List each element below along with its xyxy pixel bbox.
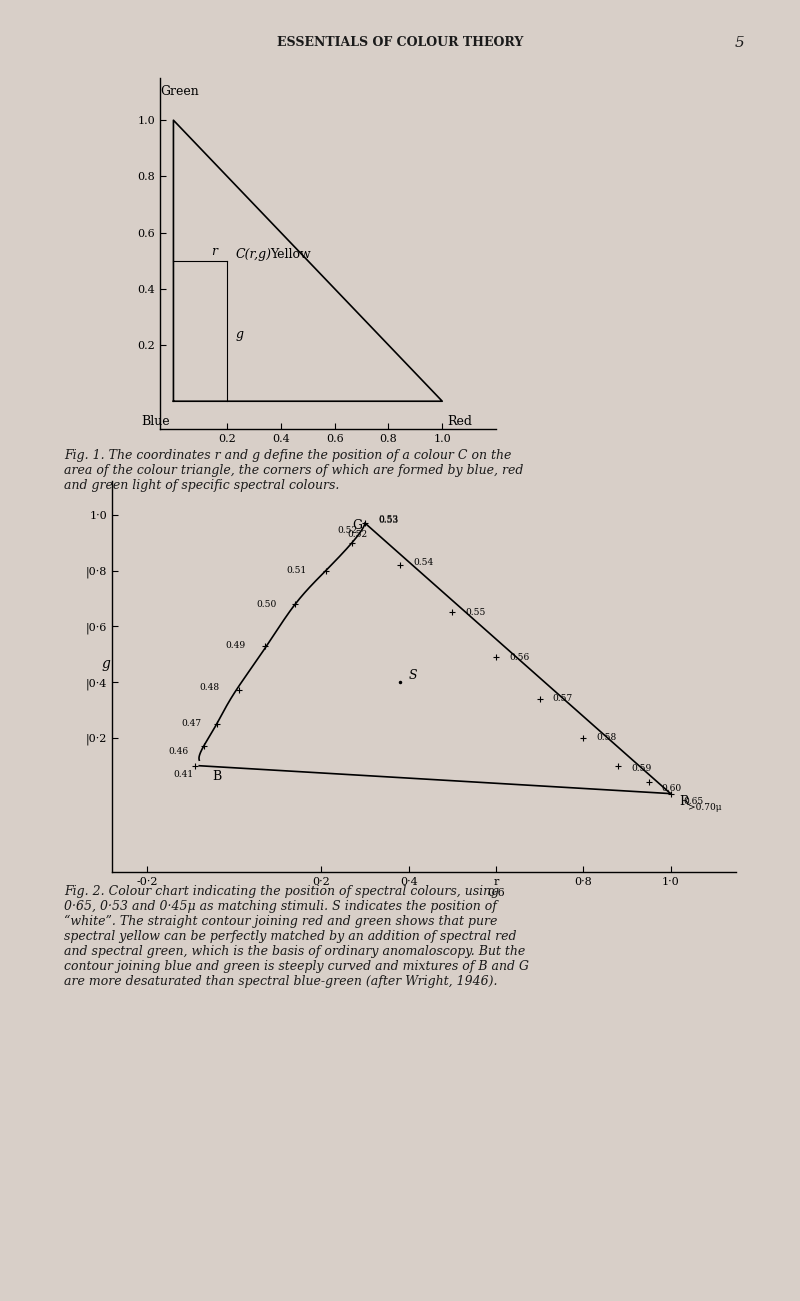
Text: B: B	[212, 770, 222, 783]
Text: g: g	[101, 657, 110, 671]
Text: 0.52: 0.52	[348, 530, 368, 539]
Text: 0.47: 0.47	[182, 719, 202, 729]
Text: Yellow: Yellow	[270, 248, 311, 262]
Text: 0.48: 0.48	[199, 683, 219, 692]
Text: C(r,g): C(r,g)	[235, 248, 271, 262]
Text: 0.59: 0.59	[631, 764, 651, 773]
Text: 0.54: 0.54	[413, 558, 434, 567]
Text: Fig. 2. Colour chart indicating the position of spectral colours, using
0·65, 0·: Fig. 2. Colour chart indicating the posi…	[64, 885, 529, 987]
Text: 0.55: 0.55	[466, 608, 486, 617]
Text: r: r	[211, 245, 217, 258]
Text: G: G	[352, 519, 362, 532]
Text: 0.53: 0.53	[378, 515, 398, 524]
Text: 0.49: 0.49	[226, 641, 246, 650]
Text: 0.51: 0.51	[286, 566, 306, 575]
Text: ESSENTIALS OF COLOUR THEORY: ESSENTIALS OF COLOUR THEORY	[277, 36, 523, 49]
Text: Red: Red	[448, 415, 473, 428]
Text: 0.52: 0.52	[338, 526, 358, 535]
Text: R: R	[679, 795, 689, 808]
Text: 0.41: 0.41	[173, 770, 194, 778]
Text: Green: Green	[160, 85, 198, 98]
Text: Fig. 1. The coordinates r and g define the position of a colour C on the
area of: Fig. 1. The coordinates r and g define t…	[64, 449, 523, 492]
Text: S: S	[409, 669, 418, 682]
Text: 0.60: 0.60	[662, 783, 682, 792]
Text: g: g	[235, 328, 243, 341]
Text: >0.70μ: >0.70μ	[688, 803, 722, 812]
Text: 0.56: 0.56	[509, 653, 530, 661]
Text: Blue: Blue	[141, 415, 170, 428]
Text: 5: 5	[734, 36, 744, 51]
Text: 0.46: 0.46	[169, 747, 189, 756]
Text: 0.58: 0.58	[596, 734, 617, 743]
Text: 0.53: 0.53	[378, 516, 398, 524]
Text: 0.65: 0.65	[684, 798, 704, 807]
Text: 0.50: 0.50	[256, 600, 276, 609]
Text: 0.57: 0.57	[553, 695, 573, 704]
